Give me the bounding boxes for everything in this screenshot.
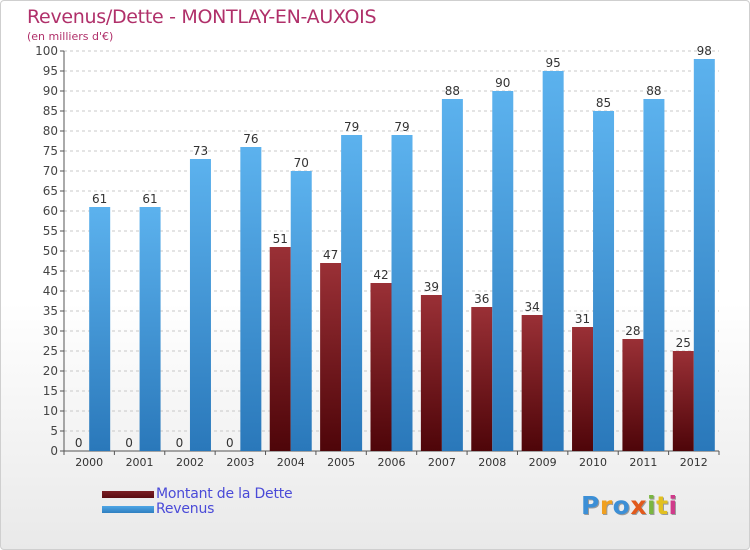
bar-revenus: [89, 207, 111, 451]
data-label-dette: 25: [676, 336, 691, 350]
data-label-dette: 39: [424, 280, 439, 294]
x-tick-label: 2005: [327, 456, 355, 469]
bar-dette: [572, 327, 594, 451]
logo-letter: t: [656, 491, 669, 520]
data-label-dette: 0: [176, 436, 184, 450]
data-label-dette: 28: [625, 324, 640, 338]
y-tick-label: 45: [43, 264, 58, 278]
bar-revenus: [189, 159, 211, 451]
x-tick-label: 2007: [428, 456, 456, 469]
y-tick-label: 5: [50, 424, 58, 438]
data-label-revenus: 79: [344, 120, 359, 134]
data-label-dette: 0: [75, 436, 83, 450]
y-tick-label: 80: [43, 124, 58, 138]
x-tick-label: 2000: [75, 456, 103, 469]
data-label-dette: 42: [373, 268, 388, 282]
y-tick-label: 10: [43, 404, 58, 418]
data-label-dette: 31: [575, 312, 590, 326]
chart-subtitle: (en milliers d'€): [27, 30, 114, 43]
x-tick-label: 2011: [629, 456, 657, 469]
bar-dette: [672, 351, 694, 451]
x-tick-label: 2010: [579, 456, 607, 469]
y-tick-label: 25: [43, 344, 58, 358]
x-tick-label: 2012: [680, 456, 708, 469]
bar-revenus: [542, 71, 564, 451]
y-tick-label: 60: [43, 204, 58, 218]
data-label-dette: 47: [323, 248, 338, 262]
logo-letter: P: [581, 491, 600, 520]
data-label-revenus: 70: [294, 156, 309, 170]
y-tick-label: 20: [43, 364, 58, 378]
x-tick-label: 2006: [378, 456, 406, 469]
data-label-revenus: 85: [596, 96, 611, 110]
data-label-revenus: 73: [193, 144, 208, 158]
data-label-revenus: 79: [394, 120, 409, 134]
y-tick-label: 70: [43, 164, 58, 178]
y-tick-label: 65: [43, 184, 58, 198]
y-tick-label: 50: [43, 244, 58, 258]
y-tick-label: 85: [43, 104, 58, 118]
y-tick-label: 0: [50, 444, 58, 458]
data-label-dette: 51: [273, 232, 288, 246]
data-label-revenus: 95: [546, 56, 561, 70]
data-label-revenus: 88: [646, 84, 661, 98]
logo-letter: i: [668, 491, 678, 520]
bar-revenus: [240, 147, 262, 451]
chart-title: Revenus/Dette - MONTLAY-EN-AUXOIS: [27, 6, 377, 28]
proxiti-logo: Proxiti: [581, 491, 678, 520]
data-label-dette: 0: [125, 436, 133, 450]
x-tick-label: 2004: [277, 456, 305, 469]
y-tick-label: 100: [35, 44, 58, 58]
y-tick-label: 15: [43, 384, 58, 398]
logo-letter: o: [612, 491, 631, 520]
y-tick-label: 35: [43, 304, 58, 318]
x-tick-label: 2009: [529, 456, 557, 469]
logo-letter: r: [599, 491, 613, 520]
data-label-revenus: 61: [142, 192, 157, 206]
bar-dette: [269, 247, 291, 451]
legend-label-revenus: Revenus: [156, 501, 215, 517]
legend-swatch-dette: [102, 491, 154, 498]
bar-revenus: [391, 135, 413, 451]
y-tick-label: 95: [43, 64, 58, 78]
bar-dette: [471, 307, 493, 451]
x-tick-label: 2002: [176, 456, 204, 469]
bar-dette: [320, 263, 342, 451]
x-tick-label: 2003: [226, 456, 254, 469]
y-tick-label: 30: [43, 324, 58, 338]
bar-revenus: [139, 207, 161, 451]
bar-dette: [622, 339, 644, 451]
data-label-revenus: 98: [697, 44, 712, 58]
logo-letter: i: [647, 491, 657, 520]
data-label-revenus: 61: [92, 192, 107, 206]
data-label-revenus: 76: [243, 132, 258, 146]
logo-letter: x: [630, 491, 647, 520]
legend-label-dette: Montant de la Dette: [156, 486, 293, 502]
data-label-revenus: 90: [495, 76, 510, 90]
y-tick-label: 40: [43, 284, 58, 298]
bar-revenus: [693, 59, 715, 451]
data-label-dette: 0: [226, 436, 234, 450]
data-label-revenus: 88: [445, 84, 460, 98]
legend-swatch-revenus: [102, 506, 154, 513]
y-tick-label: 90: [43, 84, 58, 98]
bar-dette: [370, 283, 392, 451]
bar-revenus: [643, 99, 665, 451]
bar-revenus: [341, 135, 363, 451]
bar-revenus: [441, 99, 463, 451]
x-tick-label: 2001: [126, 456, 154, 469]
bar-dette: [521, 315, 543, 451]
data-label-dette: 34: [525, 300, 540, 314]
bar-revenus: [290, 171, 312, 451]
y-tick-label: 55: [43, 224, 58, 238]
y-tick-label: 75: [43, 144, 58, 158]
bar-dette: [420, 295, 442, 451]
bar-revenus: [492, 91, 514, 451]
x-tick-label: 2008: [478, 456, 506, 469]
data-label-dette: 36: [474, 292, 489, 306]
bar-revenus: [593, 111, 615, 451]
